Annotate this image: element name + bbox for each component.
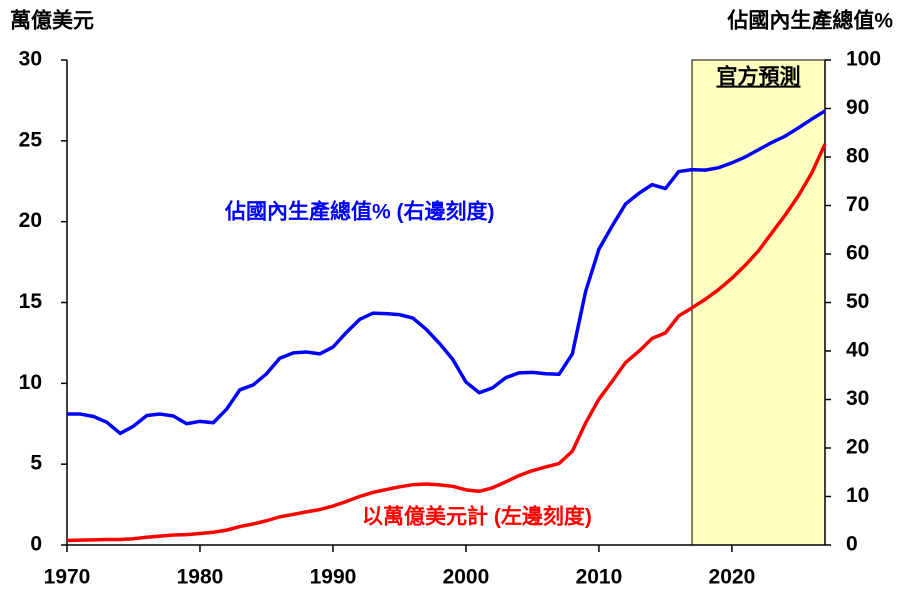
forecast-region [691, 59, 826, 546]
y2-tick-label: 30 [846, 387, 869, 410]
y2-tick-label: 40 [846, 339, 869, 362]
x-tick-label: 1970 [44, 566, 91, 589]
y-tick-label: 15 [19, 290, 43, 313]
y2-tick-label: 80 [846, 145, 869, 168]
y2-tick-label: 10 [846, 484, 869, 507]
y-tick-label: 30 [19, 48, 42, 71]
y2-tick-label: 60 [846, 242, 869, 265]
y-axis-label: 萬億美元 [10, 9, 94, 33]
x-tick-label: 1990 [310, 566, 357, 589]
y2-tick-label: 0 [846, 533, 858, 556]
annotation: 以萬億美元計 (左邊刻度) [362, 505, 592, 529]
y2-tick-label: 90 [846, 96, 869, 119]
x-tick-label: 2010 [576, 566, 623, 589]
x-tick-label: 1980 [177, 566, 224, 589]
x-tick-label: 2020 [709, 566, 756, 589]
y-tick-label: 25 [19, 128, 43, 151]
series-line [67, 109, 826, 436]
y-tick-label: 0 [30, 533, 42, 556]
series-line [66, 143, 827, 543]
forecast-label: 官方預測 [717, 65, 801, 89]
y2-axis-label: 佔國內生產總值% [726, 9, 893, 33]
y-tick-label: 5 [30, 452, 42, 475]
x-tick-label: 2000 [443, 566, 490, 589]
y-tick-label: 10 [19, 371, 42, 394]
y2-tick-label: 50 [846, 290, 869, 313]
annotation: 佔國內生產總值% (右邊刻度) [224, 200, 495, 224]
y2-tick-label: 20 [846, 436, 869, 459]
y2-tick-label: 100 [846, 48, 881, 71]
y2-tick-label: 70 [846, 193, 869, 216]
y-tick-label: 20 [19, 209, 42, 232]
